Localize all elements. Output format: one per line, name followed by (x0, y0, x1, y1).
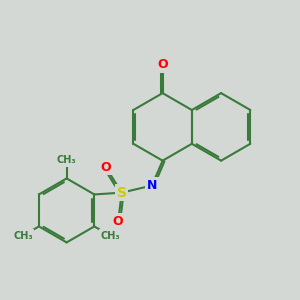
Text: CH₃: CH₃ (57, 155, 76, 165)
Text: S: S (117, 186, 127, 200)
Text: CH₃: CH₃ (13, 231, 33, 241)
Text: N: N (147, 179, 157, 192)
Text: O: O (157, 58, 168, 71)
Text: O: O (113, 214, 124, 228)
Text: CH₃: CH₃ (100, 231, 120, 241)
Text: O: O (100, 160, 111, 174)
